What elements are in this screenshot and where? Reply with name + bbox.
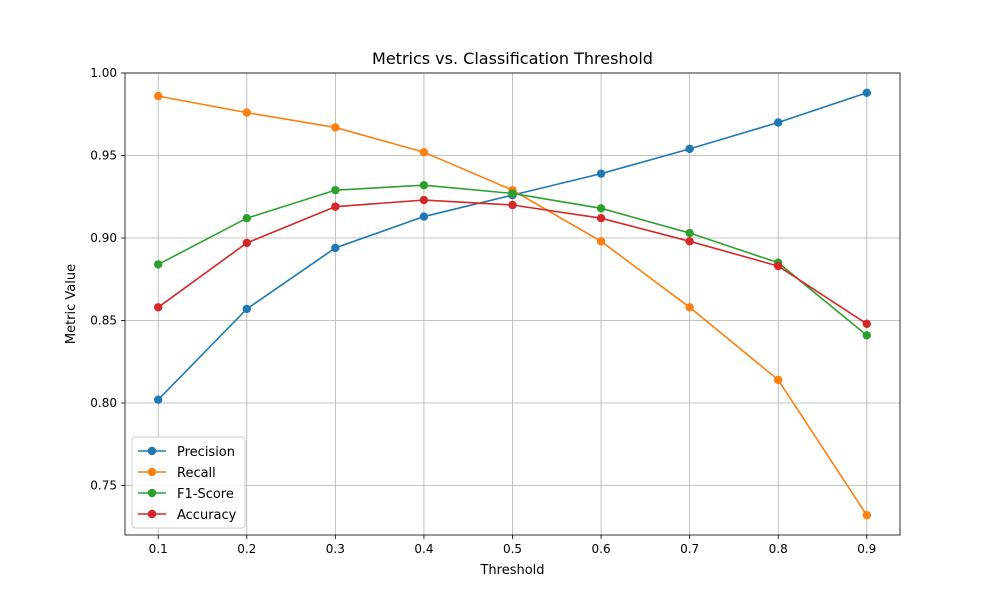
x-axis-label: Threshold	[479, 563, 544, 578]
data-point-recall	[242, 108, 251, 117]
data-point-accuracy	[774, 261, 783, 271]
series-f1-score	[154, 181, 871, 340]
x-tick-label: 0.6	[592, 542, 611, 556]
data-point-precision	[242, 304, 251, 314]
data-point-precision	[685, 144, 694, 154]
data-point-f1-score	[596, 204, 606, 213]
data-point-f1-score	[331, 185, 340, 195]
data-point-f1-score	[862, 331, 871, 340]
legend: Precision Recall F1-Score Accuracy	[131, 436, 246, 529]
x-tick-label: 0.3	[326, 542, 345, 556]
y-axis-label: Metric Value	[64, 264, 79, 344]
legend-marker-recall	[147, 467, 157, 477]
legend-label-f1-score: F1-Score	[177, 487, 234, 502]
x-tick-label: 0.1	[149, 542, 168, 556]
data-point-recall	[774, 375, 783, 385]
data-point-f1-score	[242, 214, 251, 223]
data-point-accuracy	[331, 202, 340, 211]
data-point-accuracy	[508, 200, 517, 210]
data-point-recall	[685, 303, 694, 312]
legend-item-accuracy: Accuracy	[138, 508, 237, 523]
legend-label-recall: Recall	[177, 466, 216, 481]
data-point-precision	[774, 118, 783, 127]
data-point-precision	[596, 169, 606, 178]
y-tick-label: 0.85	[90, 314, 117, 328]
data-point-recall	[596, 237, 606, 246]
series-layer	[154, 88, 871, 520]
data-point-recall	[154, 91, 163, 101]
plot-frame	[124, 72, 901, 536]
data-point-f1-score	[685, 228, 694, 238]
legend-item-precision: Precision	[138, 445, 235, 460]
data-point-accuracy	[154, 303, 163, 312]
data-point-precision	[862, 88, 871, 98]
axes: 0.1 0.2 0.3 0.4 0.5 0.6 0.7 0.8 0.9 0.75 0.80 0.85 0…	[90, 66, 901, 556]
data-point-recall	[862, 511, 871, 520]
legend-label-accuracy: Accuracy	[177, 508, 237, 523]
x-tick-label: 0.8	[769, 542, 788, 556]
data-point-recall	[419, 148, 429, 157]
y-tick-label: 0.95	[90, 149, 117, 163]
x-tick-label: 0.5	[503, 542, 522, 556]
x-tick-label: 0.4	[414, 542, 433, 556]
x-tick-label: 0.7	[680, 542, 699, 556]
y-tick-label: 0.90	[90, 231, 117, 245]
legend-item-recall: Recall	[138, 466, 216, 481]
y-tick-label: 1.00	[90, 66, 117, 80]
data-point-accuracy	[419, 195, 429, 205]
y-tick-label: 0.80	[90, 396, 117, 410]
data-point-accuracy	[242, 238, 251, 248]
legend-marker-f1-score	[147, 488, 157, 498]
x-tick-label: 0.9	[857, 542, 876, 556]
data-point-accuracy	[862, 319, 871, 328]
chart-title: Metrics vs. Classification Threshold	[372, 49, 653, 68]
legend-marker-precision	[147, 446, 157, 456]
x-tick-label: 0.2	[237, 542, 256, 556]
legend-item-f1-score: F1-Score	[138, 487, 234, 502]
data-point-accuracy	[596, 214, 606, 223]
data-point-precision	[331, 243, 340, 253]
data-point-f1-score	[419, 181, 429, 190]
data-point-accuracy	[685, 237, 694, 246]
data-point-precision	[154, 395, 163, 404]
legend-marker-accuracy	[147, 509, 157, 519]
data-point-f1-score	[508, 189, 517, 198]
y-tick-label: 0.75	[90, 479, 117, 493]
legend-label-precision: Precision	[177, 445, 235, 460]
data-point-precision	[419, 212, 429, 221]
legend-box	[131, 436, 246, 529]
grid	[125, 72, 900, 535]
data-point-f1-score	[154, 260, 163, 269]
data-point-recall	[331, 123, 340, 132]
series-accuracy	[154, 195, 871, 328]
